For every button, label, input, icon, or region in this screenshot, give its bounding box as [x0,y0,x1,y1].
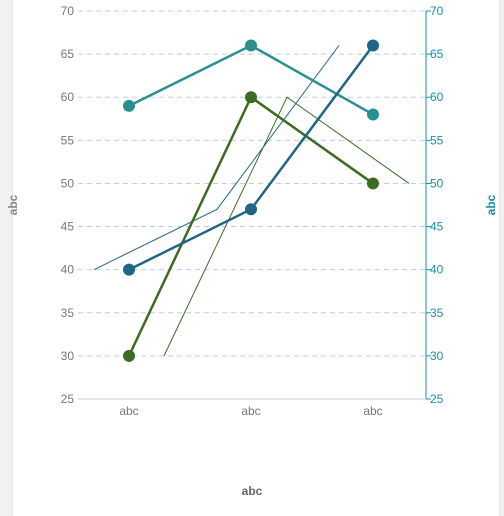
data-point [245,203,257,216]
y2-tick-label: 70 [430,4,444,18]
y-tick-label: 65 [61,47,75,61]
y-axis-title: abc [6,194,20,215]
left-panel-strip [0,0,13,516]
y-tick-label: 25 [61,392,75,406]
data-point [123,349,135,362]
y2-tick-label: 30 [430,349,444,363]
data-point [367,177,379,190]
y-tick-label: 40 [61,263,75,277]
x-tick-label: abc [119,404,138,418]
right-axis-ticks: 25 30 35 40 45 50 55 60 65 70 [426,4,444,406]
x-tick-label: abc [363,404,382,418]
y-tick-label: 70 [61,4,75,18]
grid-lines [78,10,426,357]
y2-tick-label: 60 [430,90,444,104]
y2-tick-label: 65 [430,47,444,61]
y2-tick-label: 35 [430,306,444,320]
series-thin-line [163,96,410,357]
series-group [93,39,410,362]
y-tick-label: 55 [61,133,75,147]
y2-axis-title: abc [484,194,498,215]
y2-tick-label: 50 [430,176,444,190]
data-point [245,91,257,104]
left-axis-ticks: 25 30 35 40 45 50 55 60 65 70 [61,4,75,406]
data-point [245,39,257,52]
data-point [367,108,379,121]
data-point [367,39,379,52]
y2-tick-label: 25 [430,392,444,406]
x-axis-title: abc [242,484,263,498]
right-panel-strip [499,0,504,516]
x-axis-ticks: abc abc abc [119,404,382,418]
x-tick-label: abc [241,404,260,418]
y-tick-label: 60 [61,90,75,104]
series-line [128,44,374,116]
series-thin-line [93,45,340,271]
data-point [123,99,135,112]
y-tick-label: 50 [61,176,75,190]
y-tick-label: 35 [61,306,75,320]
y2-tick-label: 55 [430,133,444,147]
data-point [123,263,135,276]
y-tick-label: 45 [61,220,75,234]
y2-tick-label: 40 [430,263,444,277]
y-tick-label: 30 [61,349,75,363]
y2-tick-label: 45 [430,220,444,234]
